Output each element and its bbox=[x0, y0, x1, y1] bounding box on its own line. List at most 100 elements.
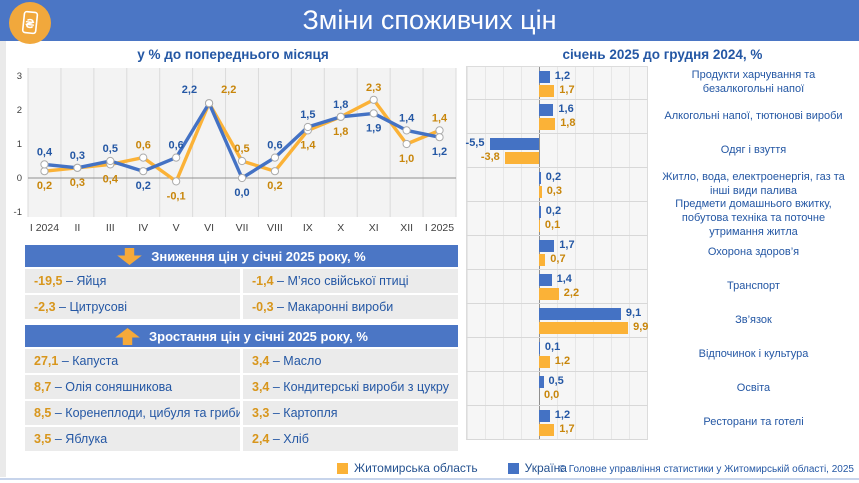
zhytomyr-bar bbox=[539, 322, 629, 334]
left-column: у % до попереднього місяця 3 2 1 0 -1 I 2024 I… bbox=[0, 41, 466, 451]
svg-text:0,0: 0,0 bbox=[234, 187, 249, 199]
zero-axis-line bbox=[539, 406, 540, 439]
svg-text:0,5: 0,5 bbox=[103, 143, 118, 155]
bar-value-label: 0,1 bbox=[544, 219, 561, 231]
arrow-down-icon bbox=[117, 247, 143, 265]
svg-text:I 2025: I 2025 bbox=[425, 222, 454, 234]
svg-text:III: III bbox=[106, 222, 115, 234]
svg-text:1,8: 1,8 bbox=[333, 126, 348, 138]
zero-axis-line bbox=[539, 338, 540, 371]
item-label: – Кондитерські вироби з цукру bbox=[269, 380, 449, 394]
bar-plot-area: 0,2 0,3 bbox=[466, 168, 648, 202]
bar-category-label: Освіта bbox=[736, 382, 771, 395]
price-change-item: 3,5 – Яблука bbox=[25, 427, 240, 451]
bar-value-label: 1,7 bbox=[559, 423, 575, 435]
bar-category-row: -5,5 -3,8 Одяг і взуття bbox=[466, 134, 859, 168]
table-row: -2,3 – Цитрусові -0,3 – Макаронні вироби bbox=[25, 295, 458, 319]
bar-plot-area: 1,6 1,8 bbox=[466, 100, 648, 134]
zero-axis-line bbox=[539, 168, 540, 201]
zhytomyr-bar bbox=[539, 424, 555, 436]
bar-category-row: 1,7 0,7 Охорона здоров’я bbox=[466, 236, 859, 270]
zero-axis-line bbox=[539, 134, 540, 167]
zhytomyr-bar bbox=[504, 152, 539, 164]
bar-value-label: 1,8 bbox=[560, 117, 576, 129]
svg-text:IV: IV bbox=[138, 222, 148, 234]
bar-category-row: 1,6 1,8 Алкогольні напої, тютюнові вироби bbox=[466, 100, 859, 134]
svg-text:0,6: 0,6 bbox=[169, 140, 184, 152]
table-row: 8,5 – Коренеплоди, цибуля та гриби 3,3 – … bbox=[25, 401, 458, 425]
svg-text:1,4: 1,4 bbox=[432, 112, 448, 124]
bar-category-label: Транспорт bbox=[727, 280, 780, 293]
bar-value-label: 9,1 bbox=[625, 307, 642, 319]
page-title: Зміни споживчих цін bbox=[302, 5, 557, 35]
bottom-divider bbox=[0, 478, 859, 480]
zhytomyr-bar bbox=[539, 85, 555, 97]
zero-axis-line bbox=[539, 202, 540, 235]
arrow-up-icon bbox=[115, 327, 140, 345]
bar-category-row: 0,2 0,1 Предмети домашнього вжитку, побуто… bbox=[466, 198, 859, 238]
hryvnia-receipt-icon: ₴ bbox=[9, 2, 51, 44]
bar-category-label: Охорона здоров’я bbox=[707, 246, 800, 259]
zhytomyr-bar bbox=[539, 220, 540, 232]
bar-category-label: Предмети домашнього вжитку, побутова тех… bbox=[675, 198, 832, 238]
content: у % до попереднього місяця 3 2 1 0 -1 I 2024 I… bbox=[0, 41, 859, 451]
chart-legend: Житомирська область Україна bbox=[337, 461, 567, 475]
item-value: 3,5 bbox=[34, 432, 52, 446]
item-label: – Олія соняшникова bbox=[51, 380, 173, 394]
legend-swatch-icon bbox=[337, 462, 348, 474]
svg-text:VI: VI bbox=[204, 222, 214, 234]
svg-text:2: 2 bbox=[17, 105, 22, 116]
svg-text:3: 3 bbox=[17, 71, 22, 82]
item-value: 8,7 bbox=[34, 380, 52, 394]
bar-plot-area: 0,1 1,2 bbox=[466, 338, 648, 372]
ukraine-bar bbox=[539, 172, 541, 184]
price-change-item: 3,3 – Картопля bbox=[243, 401, 458, 425]
bar-value-label: 1,6 bbox=[558, 103, 574, 115]
bar-category-label: Житло, вода, електроенергія, газ та інші… bbox=[662, 171, 845, 197]
svg-text:0,2: 0,2 bbox=[136, 180, 151, 192]
bar-value-label: 1,2 bbox=[554, 409, 571, 421]
bar-category-row: 1,2 1,7 Продукти харчування та безалкоголь… bbox=[466, 66, 859, 100]
item-value: -2,3 bbox=[34, 300, 56, 314]
svg-text:1,2: 1,2 bbox=[432, 146, 447, 158]
zero-axis-line bbox=[539, 270, 540, 303]
item-label: – Масло bbox=[269, 354, 322, 368]
svg-text:0,3: 0,3 bbox=[70, 177, 85, 189]
svg-text:I 2024: I 2024 bbox=[30, 222, 59, 234]
price-change-item: 8,7 – Олія соняшникова bbox=[25, 375, 240, 399]
bar-plot-area: 1,2 1,7 bbox=[466, 406, 648, 440]
item-value: 8,5 bbox=[34, 406, 52, 420]
item-value: 3,3 bbox=[252, 406, 270, 420]
page-header: ₴ Зміни споживчих цін bbox=[0, 0, 859, 44]
bar-value-label: 1,7 bbox=[559, 84, 575, 96]
bar-category-label: Одяг і взуття bbox=[720, 144, 787, 157]
ukraine-bar bbox=[539, 71, 550, 83]
bar-plot-area: 1,7 0,7 bbox=[466, 236, 648, 270]
svg-text:2,2: 2,2 bbox=[221, 84, 236, 96]
bar-value-label: 0,2 bbox=[545, 171, 562, 183]
svg-text:II: II bbox=[74, 222, 80, 234]
bar-category-row: 9,1 9,9 Зв’язок bbox=[466, 304, 859, 338]
svg-text:0,5: 0,5 bbox=[234, 143, 249, 155]
zero-axis-line bbox=[539, 304, 540, 337]
bar-category-row: 1,4 2,2 Транспорт bbox=[466, 270, 859, 304]
svg-text:0,2: 0,2 bbox=[267, 180, 282, 192]
table-row: 3,5 – Яблука 2,4 – Хліб bbox=[25, 427, 458, 451]
line-chart-title: у % до попереднього місяця bbox=[137, 47, 329, 62]
bar-plot-area: 0,5 0,0 bbox=[466, 372, 648, 406]
legend-item: Житомирська область bbox=[337, 461, 478, 475]
right-column: січень 2025 до грудня 2024, % 1,2 1,7 Прод… bbox=[466, 41, 859, 451]
ukraine-bar bbox=[539, 342, 540, 354]
price-tables: Зниження цін у січні 2025 року, % -19,5 –… bbox=[0, 245, 466, 451]
item-value: 27,1 bbox=[34, 354, 59, 368]
bar-value-label: -3,8 bbox=[480, 151, 500, 163]
bar-value-label: 0,3 bbox=[546, 185, 562, 197]
svg-text:0,4: 0,4 bbox=[103, 173, 119, 185]
increase-table-header: Зростання цін у січні 2025 року, % bbox=[25, 325, 458, 347]
svg-text:1,0: 1,0 bbox=[399, 153, 414, 165]
bar-category-label: Зв’язок bbox=[735, 314, 772, 327]
item-label: – Яблука bbox=[51, 432, 108, 446]
item-label: – М’ясо свійської птиці bbox=[273, 274, 409, 288]
price-change-item: 27,1 – Капуста bbox=[25, 349, 240, 373]
